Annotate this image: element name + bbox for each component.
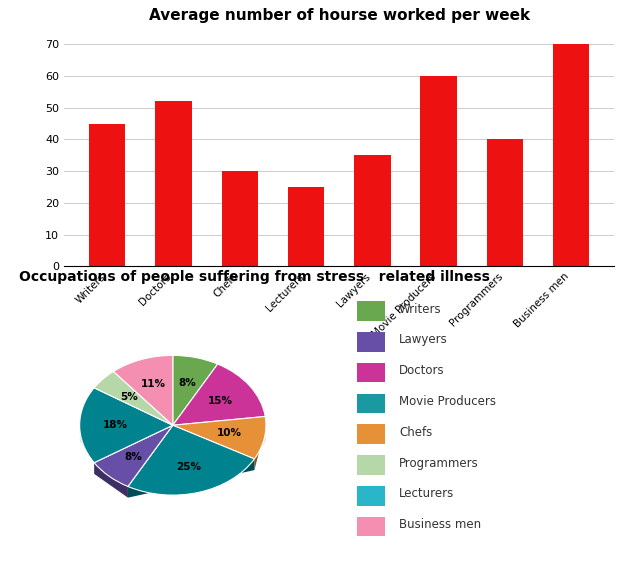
Text: Doctors: Doctors: [399, 364, 445, 377]
Bar: [221, 171, 258, 266]
Bar: [357, 332, 385, 352]
Text: Lawyers: Lawyers: [399, 333, 448, 346]
Wedge shape: [79, 388, 173, 463]
Text: 15%: 15%: [208, 396, 233, 406]
Bar: [357, 517, 385, 536]
Text: 11%: 11%: [141, 379, 166, 390]
Ellipse shape: [79, 416, 266, 463]
Bar: [420, 76, 457, 266]
Text: 10%: 10%: [217, 428, 242, 438]
Title: Average number of hourse worked per week: Average number of hourse worked per week: [148, 8, 530, 23]
Bar: [357, 425, 385, 444]
Text: Movie Producers: Movie Producers: [399, 395, 496, 408]
Bar: [357, 302, 385, 321]
Text: 8%: 8%: [179, 378, 196, 388]
Text: Lecturers: Lecturers: [399, 488, 454, 500]
Text: Writers: Writers: [399, 303, 442, 316]
Polygon shape: [128, 459, 255, 498]
Bar: [357, 393, 385, 413]
Bar: [156, 101, 192, 266]
Bar: [486, 139, 523, 266]
Wedge shape: [94, 371, 173, 425]
Wedge shape: [173, 356, 218, 425]
Text: 18%: 18%: [102, 420, 127, 430]
Wedge shape: [173, 364, 265, 425]
Text: Occupations of people suffering from stress   related illness: Occupations of people suffering from str…: [19, 269, 490, 284]
Wedge shape: [128, 425, 255, 495]
Text: 5%: 5%: [120, 392, 138, 401]
Wedge shape: [173, 417, 266, 459]
Text: Programmers: Programmers: [399, 456, 479, 469]
Text: 25%: 25%: [177, 462, 202, 472]
Bar: [89, 124, 125, 266]
Text: Business men: Business men: [399, 518, 481, 531]
Text: Chefs: Chefs: [399, 426, 433, 439]
Wedge shape: [113, 356, 173, 425]
Bar: [553, 44, 589, 266]
Bar: [357, 455, 385, 475]
Polygon shape: [255, 417, 265, 470]
Bar: [357, 363, 385, 383]
Text: 8%: 8%: [124, 452, 142, 462]
Polygon shape: [94, 463, 128, 498]
Wedge shape: [94, 425, 173, 486]
Bar: [357, 486, 385, 506]
Bar: [288, 187, 324, 266]
Bar: [354, 155, 390, 266]
